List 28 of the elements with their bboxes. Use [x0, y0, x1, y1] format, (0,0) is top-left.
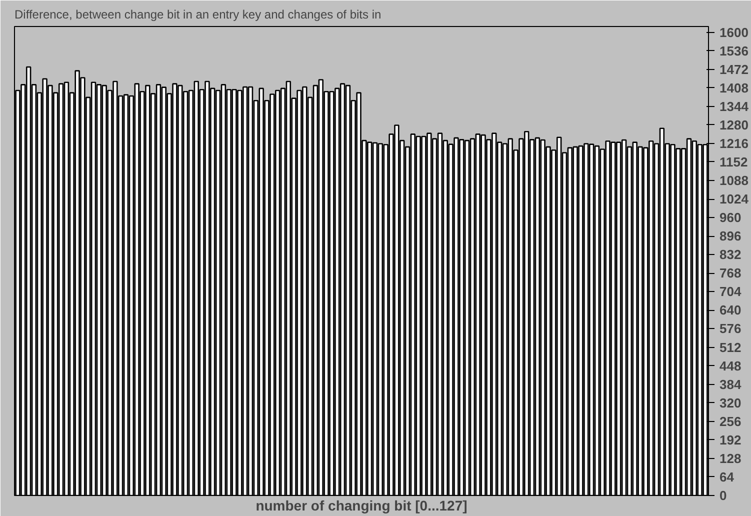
y-tick-label: 192: [720, 432, 742, 448]
y-tick-label: 832: [720, 247, 742, 262]
y-tick-label: 960: [720, 210, 742, 226]
y-tick-label: 1536: [720, 43, 748, 58]
y-tick-label: 704: [720, 284, 742, 300]
y-tick-label: 640: [720, 302, 742, 318]
y-tick-label: 512: [720, 340, 742, 355]
y-tick-label: 384: [720, 376, 742, 392]
y-tick-label: 576: [720, 321, 742, 336]
chart-title: Difference, between change bit in an entry key and changes of bits in: [14, 8, 382, 22]
y-tick-label: 64: [720, 469, 735, 484]
y-tick-label: 448: [720, 358, 742, 374]
y-tick-label: 1024: [720, 192, 750, 207]
y-tick-label: 768: [720, 266, 742, 281]
y-tick-label: 1600: [720, 24, 748, 40]
x-axis-title: number of changing bit [0...127]: [256, 498, 468, 514]
y-tick-label: 0: [720, 488, 727, 503]
y-tick-label: 896: [720, 228, 742, 244]
y-tick-label: 320: [720, 395, 742, 410]
y-tick-label: 128: [720, 450, 742, 466]
y-tick-label: 256: [720, 414, 742, 429]
y-tick-label: 1472: [720, 62, 748, 77]
y-tick-label: 1280: [720, 117, 748, 132]
y-tick-label: 1152: [720, 154, 748, 170]
y-tick-label: 1216: [720, 136, 748, 151]
y-tick-label: 1344: [720, 98, 750, 114]
y-tick-label: 1088: [720, 173, 748, 188]
y-tick-label: 1408: [720, 80, 748, 96]
